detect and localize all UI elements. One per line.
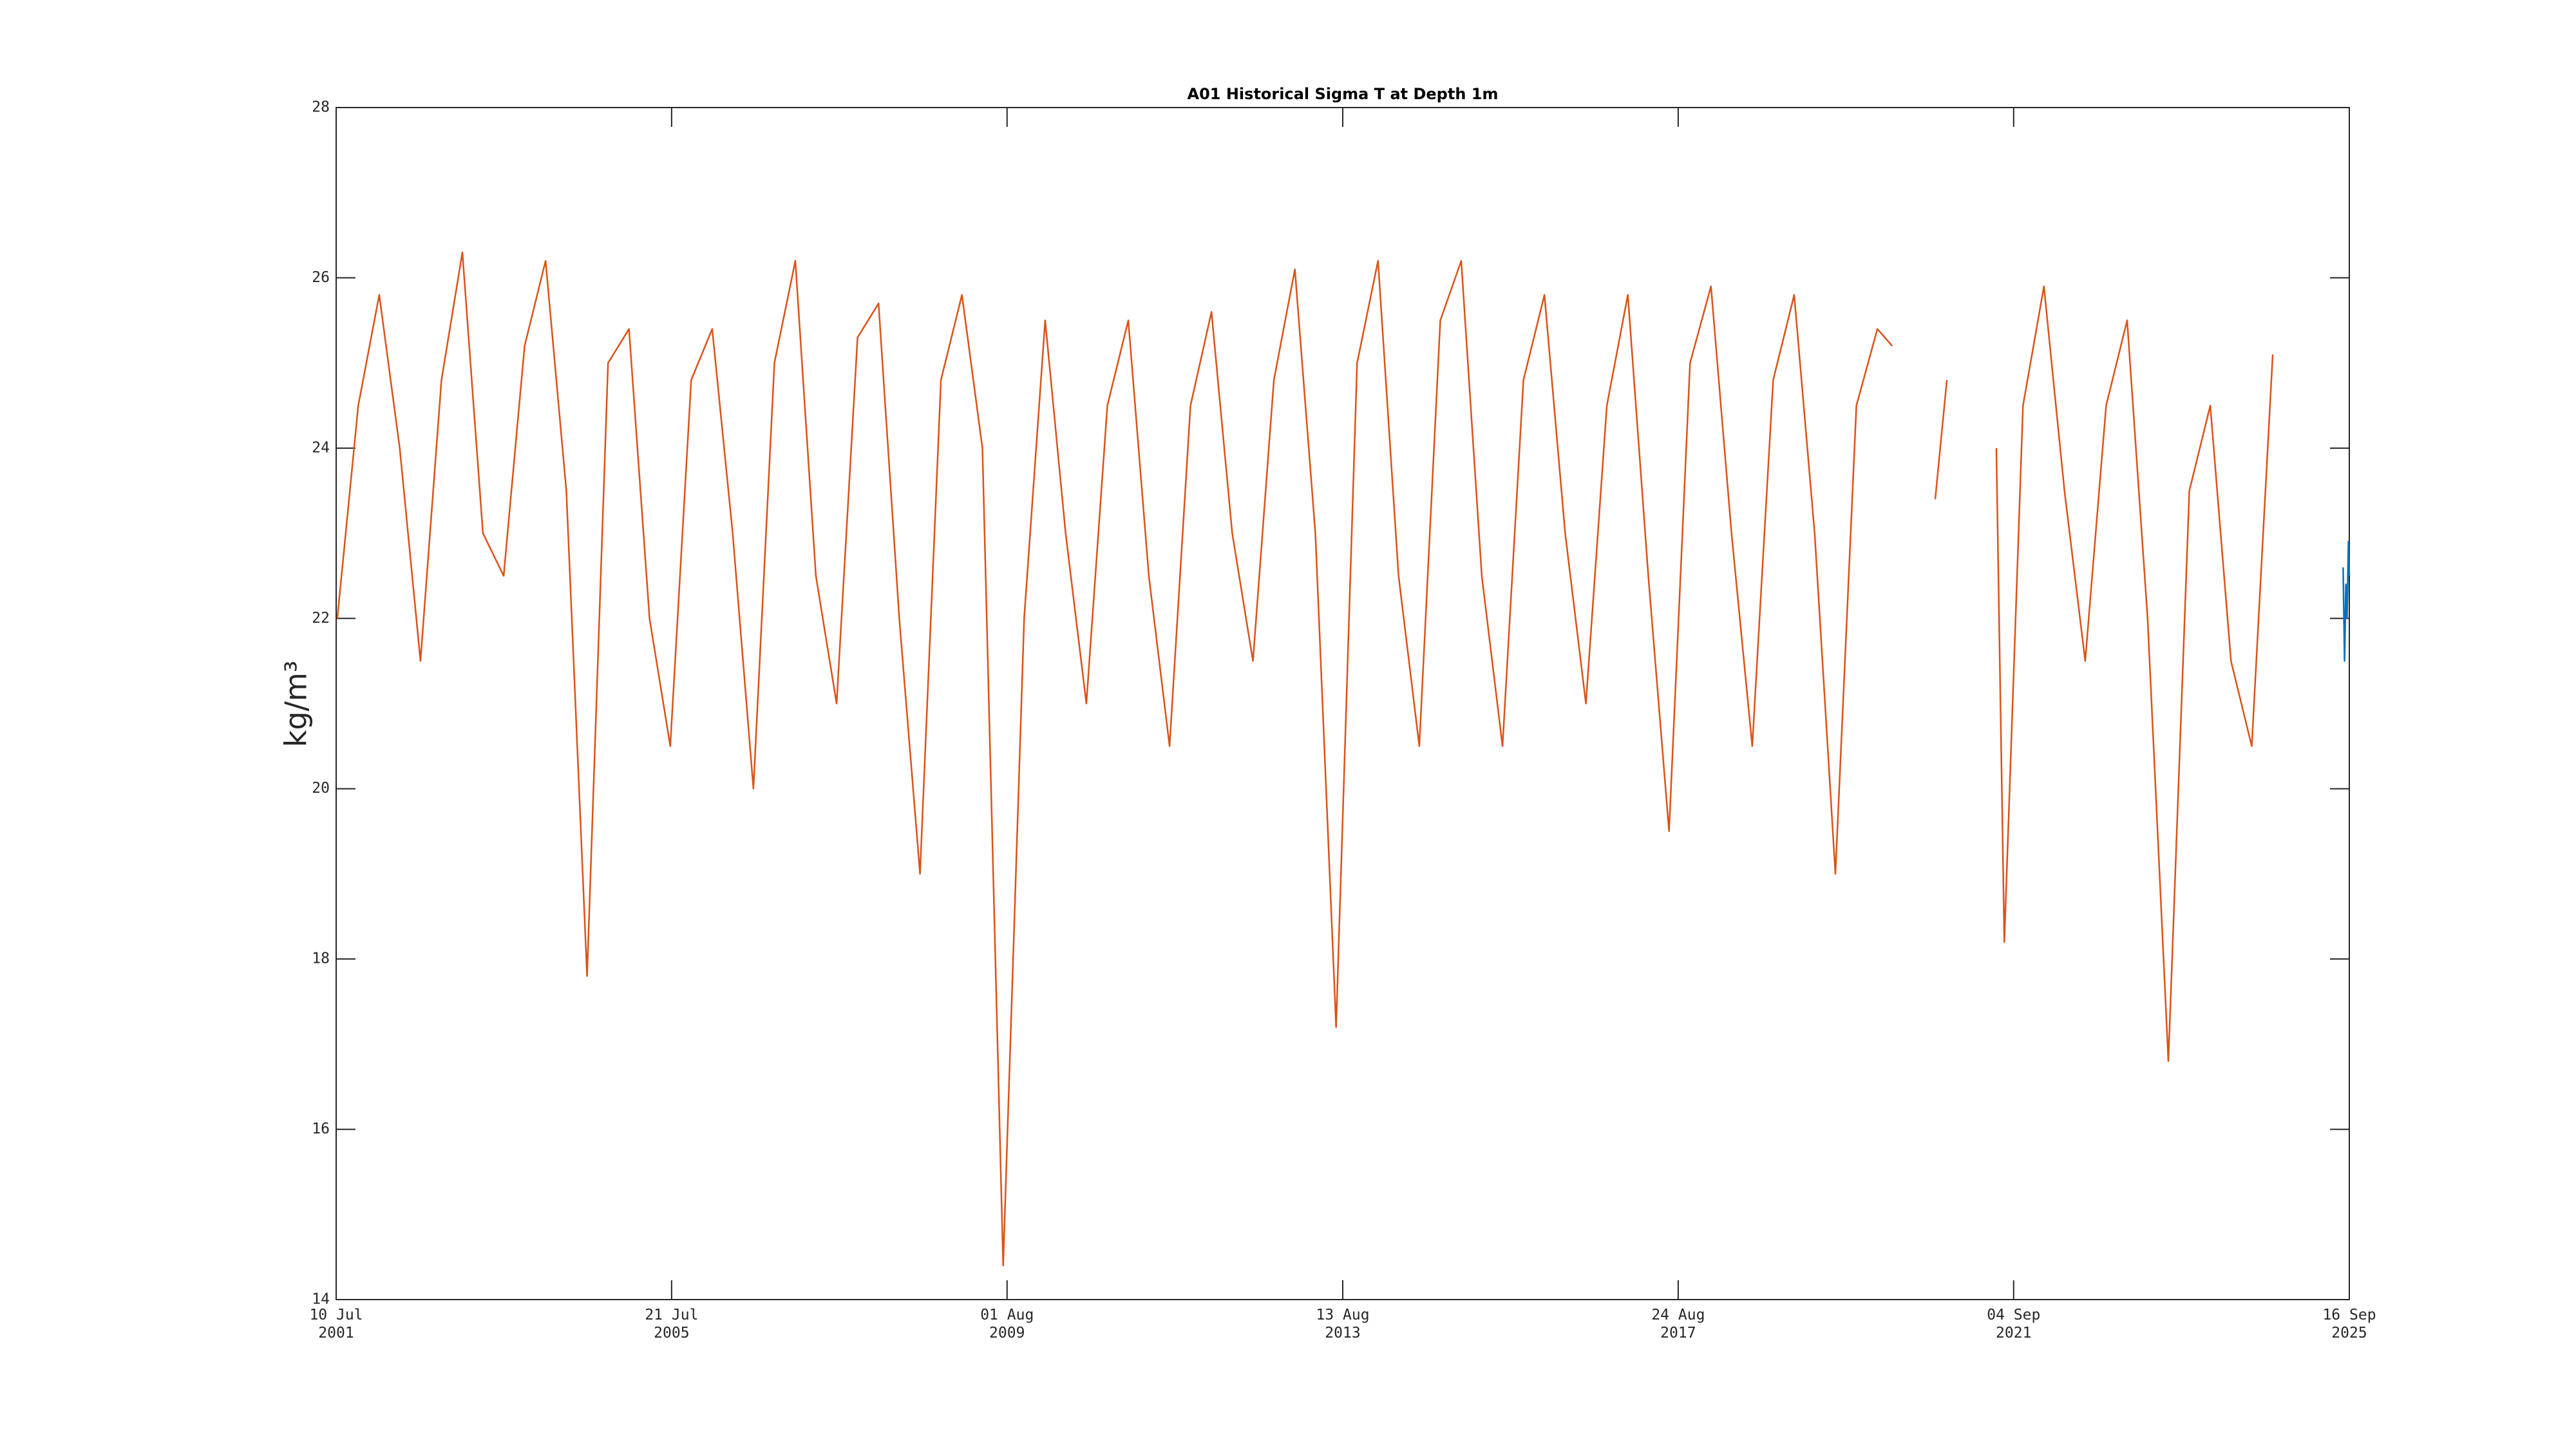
y-tick-label: 20	[312, 780, 330, 797]
axes-box	[336, 107, 2350, 1300]
data-line	[2342, 541, 2351, 662]
data-line	[336, 251, 2274, 1267]
x-tick-label: 13 Aug 2013	[1316, 1307, 1370, 1341]
x-tick-label: 10 Jul 2001	[309, 1307, 363, 1341]
x-tick-label: 21 Jul 2005	[645, 1307, 699, 1341]
y-tick-label: 22	[312, 610, 330, 627]
x-tick-label: 24 Aug 2017	[1651, 1307, 1705, 1341]
y-tick-label: 24	[312, 439, 330, 456]
y-tick-label: 18	[312, 951, 330, 967]
y-tick-label: 14	[312, 1291, 330, 1308]
chart-title: A01 Historical Sigma T at Depth 1m	[1188, 85, 1499, 103]
x-tick-label: 04 Sep 2021	[1987, 1307, 2041, 1341]
y-tick-label: 16	[312, 1121, 330, 1137]
y-tick-label: 26	[312, 269, 330, 286]
x-tick-label: 01 Aug 2009	[980, 1307, 1034, 1341]
y-axis-label: kg/m³	[279, 661, 314, 748]
x-tick-label: 16 Sep 2025	[2322, 1307, 2376, 1341]
y-tick-label: 28	[312, 99, 330, 116]
